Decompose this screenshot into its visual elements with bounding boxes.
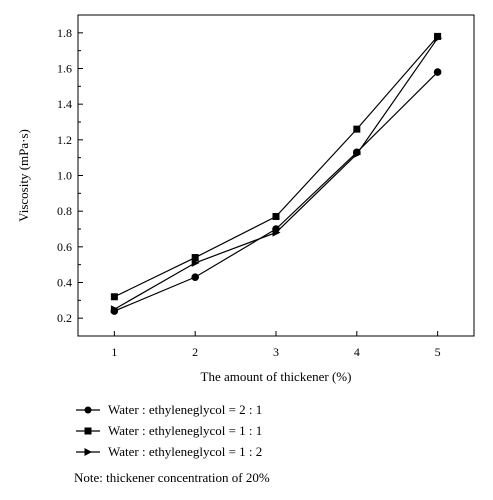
legend-swatch-circle: [76, 406, 100, 414]
x-tick-label: 5: [435, 345, 441, 359]
y-tick-label: 1.8: [57, 26, 72, 40]
y-tick-label: 0.4: [57, 276, 72, 290]
data-point-triangle: [110, 305, 119, 314]
y-tick-label: 0.8: [57, 204, 72, 218]
legend-item: Water : ethyleneglycol = 1 : 2: [74, 442, 489, 462]
series-line: [114, 37, 439, 310]
data-point-triangle: [191, 258, 200, 267]
data-point-square: [272, 213, 280, 221]
legend-swatch-triangle: [76, 448, 100, 456]
legend-label: Water : ethyleneglycol = 1 : 2: [108, 444, 263, 459]
data-point-triangle: [434, 34, 443, 43]
x-tick-label: 4: [354, 345, 360, 359]
data-point-circle: [191, 273, 199, 281]
data-point-square: [191, 254, 199, 262]
series-square: [110, 32, 442, 301]
data-point-triangle: [353, 150, 362, 159]
series-line: [114, 36, 439, 298]
legend-item: Water : ethyleneglycol = 2 : 1: [74, 400, 489, 420]
legend-item: Water : ethyleneglycol = 1 : 1: [74, 421, 489, 441]
data-point-square: [110, 293, 118, 301]
y-tick-label: 0.2: [57, 311, 72, 325]
y-tick-label: 1.0: [57, 169, 72, 183]
y-tick-label: 1.4: [57, 97, 72, 111]
data-point-circle: [433, 68, 442, 76]
x-tick-label: 2: [192, 345, 198, 359]
series-layer: [110, 32, 443, 315]
data-point-triangle: [272, 228, 281, 237]
y-axis-title: Viscosity (mPa·s): [16, 129, 31, 222]
legend-label: Water : ethyleneglycol = 2 : 1: [108, 402, 263, 417]
y-tick-label: 1.6: [57, 62, 72, 76]
series-triangle-right: [110, 34, 443, 314]
legend-label: Water : ethyleneglycol = 1 : 1: [108, 423, 263, 438]
x-tick-label: 1: [111, 345, 117, 359]
legend: Water : ethyleneglycol = 2 : 1 Water : e…: [74, 400, 489, 463]
legend-swatch-square: [76, 427, 100, 435]
series-circle: [110, 68, 442, 315]
axis-ticks: 1 2 3 4 5 0.2 0.4 0.6 0.8 1.0 1.2 1.4 1.6 1.8: [57, 26, 441, 359]
x-tick-label: 3: [273, 345, 279, 359]
y-tick-label: 1.2: [57, 133, 72, 147]
y-tick-label: 0.6: [57, 240, 72, 254]
chart-note: Note: thickener concentration of 20%: [74, 470, 270, 485]
data-point-square: [353, 125, 361, 133]
x-axis-title: The amount of thickener (%): [201, 369, 352, 384]
